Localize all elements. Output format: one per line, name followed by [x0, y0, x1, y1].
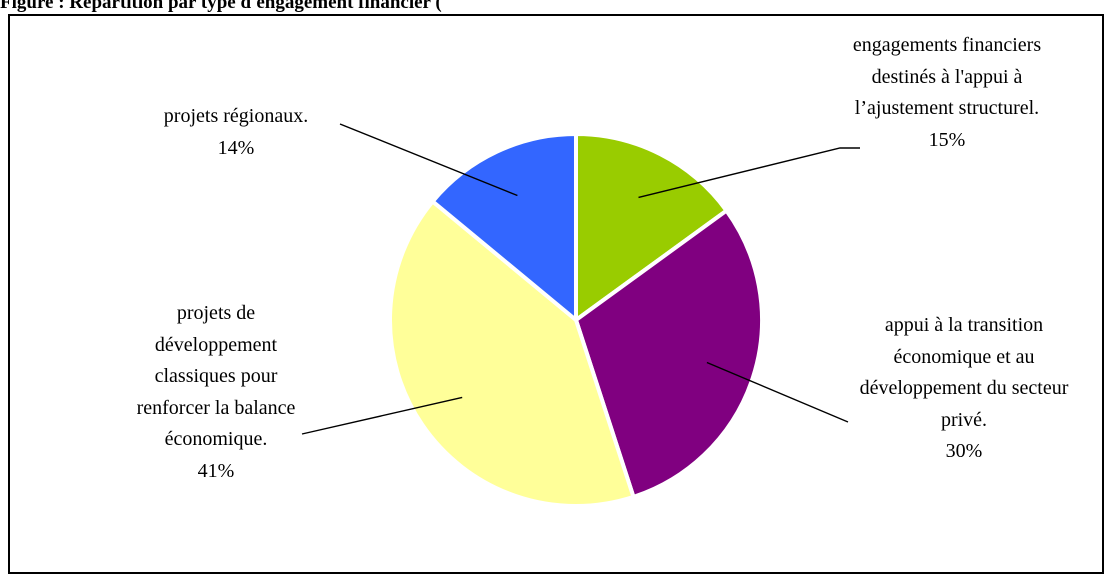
leader-line-structural-adjustment	[638, 147, 860, 199]
slice-3-percent: 14%	[217, 136, 255, 159]
slice-2-percent: 41%	[197, 459, 235, 482]
leader-line-economic-transition	[706, 361, 849, 423]
slice-0-name: engagements financiers destinés à l'appu…	[852, 34, 1042, 119]
pie-slice-classic-projects	[388, 199, 636, 508]
leader-line-regional-projects	[339, 123, 518, 197]
figure-caption: Figure : Répartition par type d'engageme…	[0, 0, 442, 13]
leader-line-classic-projects	[301, 396, 463, 435]
pie-slice-structural-adjustment	[574, 132, 729, 322]
slice-2-name: projets de développement classiques pour…	[136, 302, 296, 450]
pie-slice-economic-transition	[574, 208, 764, 499]
pie-slice-regional-projects	[430, 132, 578, 322]
slice-label-regional-projects: projets régionaux. 14%	[118, 101, 354, 164]
leader-lines	[301, 123, 860, 435]
slice-label-economic-transition: appui à la transition économique et au d…	[850, 310, 1078, 468]
slice-0-percent: 15%	[928, 128, 966, 151]
slice-label-structural-adjustment: engagements financiers destinés à l'appu…	[838, 30, 1056, 156]
pie-slices	[388, 132, 764, 508]
slice-label-classic-projects: projets de développement classiques pour…	[118, 298, 314, 487]
slice-1-percent: 30%	[945, 440, 983, 462]
slice-3-name: projets régionaux.	[163, 105, 309, 127]
slice-1-name: appui à la transition économique et au d…	[859, 314, 1069, 431]
